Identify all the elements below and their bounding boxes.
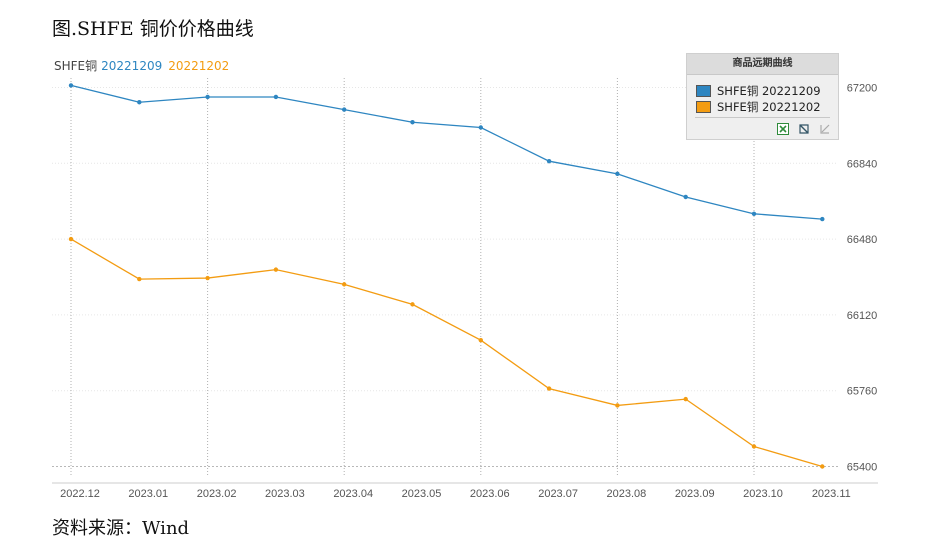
legend-item-series1[interactable]: SHFE铜 20221209 [696, 84, 821, 98]
x-tick-label: 2023.05 [402, 488, 442, 500]
legend-item-series2[interactable]: SHFE铜 20221202 [696, 100, 821, 114]
collapse-icon[interactable] [819, 123, 832, 135]
series-point-1 [410, 120, 415, 125]
series-point-2 [410, 302, 415, 307]
series-point-1 [273, 94, 279, 100]
legend-swatch-series1 [696, 85, 711, 97]
series-point-2 [683, 396, 688, 402]
series-point-2 [615, 403, 620, 408]
y-tick-label: 65760 [847, 386, 878, 398]
y-tick-label: 65400 [847, 462, 878, 474]
series-point-1 [68, 83, 74, 88]
export-icon[interactable] [798, 123, 811, 135]
x-tick-label: 2023.06 [470, 488, 510, 500]
series-header: SHFE铜 20221209 20221202 [54, 57, 229, 74]
series-point-2 [137, 276, 142, 282]
series-point-2 [273, 267, 279, 272]
series-header-prefix: SHFE铜 [54, 59, 98, 73]
series-point-1 [751, 211, 757, 217]
x-tick-label: 2023.10 [743, 488, 783, 500]
figure-title: 图.SHFE 铜价价格曲线 [52, 18, 254, 40]
source-label: 资料来源：Wind [52, 518, 190, 539]
x-tick-label: 2023.09 [675, 488, 715, 500]
x-tick-label: 2023.07 [538, 488, 578, 500]
y-tick-label: 66480 [847, 234, 878, 246]
series-point-2 [820, 464, 825, 469]
y-tick-label: 66120 [847, 310, 878, 322]
series-header-series1: 20221209 [101, 59, 163, 73]
y-tick-label: 67200 [847, 83, 878, 95]
series-point-1 [615, 171, 620, 177]
series-point-2 [68, 236, 74, 242]
series-point-2 [205, 275, 210, 281]
legend-label-series2: SHFE铜 20221202 [717, 100, 821, 114]
series-point-2 [342, 282, 347, 287]
x-tick-label: 2023.11 [812, 488, 851, 500]
x-tick-label: 2023.03 [265, 488, 305, 500]
y-tick-label: 66840 [847, 158, 878, 170]
legend-separator [695, 117, 830, 118]
series-point-2 [546, 386, 552, 391]
series-point-1 [137, 100, 142, 105]
legend-swatch-series2 [696, 101, 711, 113]
series-point-1 [683, 194, 688, 200]
x-tick-label: 2022.12 [60, 488, 100, 500]
excel-icon[interactable] [777, 123, 790, 135]
series-point-2 [751, 444, 757, 449]
x-tick-label: 2023.01 [128, 488, 168, 500]
series-point-1 [820, 216, 825, 222]
series-point-1 [205, 94, 210, 100]
series-line-2 [70, 238, 823, 468]
x-tick-label: 2023.08 [607, 488, 647, 500]
series-line-1 [70, 84, 823, 220]
legend-title: 商品远期曲线 [687, 54, 838, 75]
series-point-1 [342, 107, 347, 112]
series-point-2 [478, 337, 483, 343]
series-point-1 [546, 158, 552, 164]
series-point-1 [478, 125, 483, 130]
legend-label-series1: SHFE铜 20221209 [717, 84, 821, 98]
series-header-series2: 20221202 [168, 59, 230, 73]
legend-toolbar [777, 123, 832, 135]
chart-legend: 商品远期曲线 SHFE铜 20221209 SHFE铜 20221202 [686, 53, 839, 140]
x-tick-label: 2023.02 [197, 488, 237, 500]
x-tick-label: 2023.04 [333, 488, 373, 500]
